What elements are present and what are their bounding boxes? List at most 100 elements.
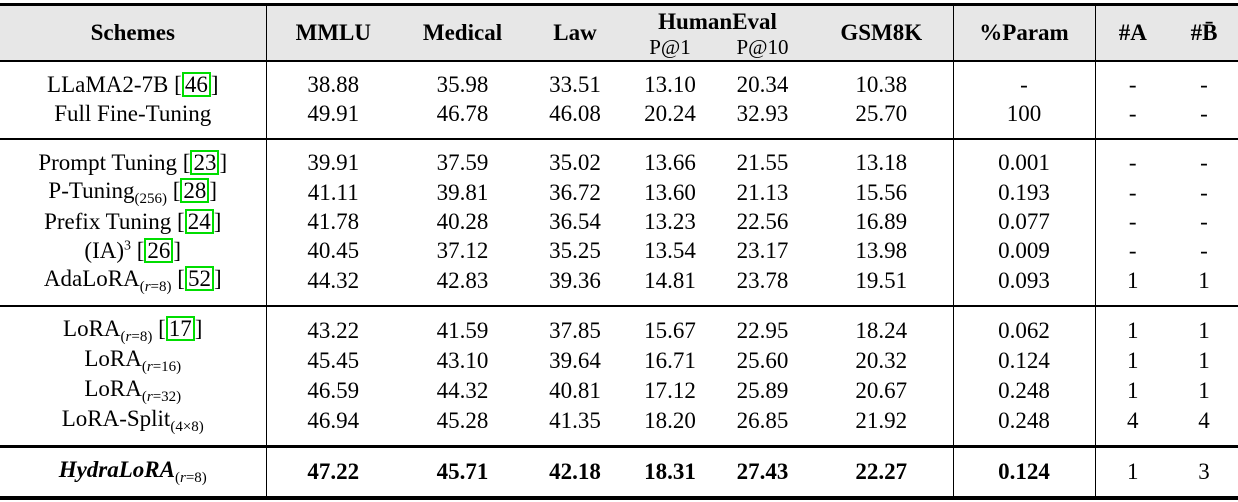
metric-cell: 39.36: [549, 267, 601, 293]
metric-cell: 20.67: [810, 375, 954, 406]
metric-cell: 0.124: [953, 446, 1096, 498]
metric-cell: 43.10: [436, 347, 489, 373]
metric-cell: 13.18: [810, 138, 954, 178]
metric-cell: 41.35: [549, 407, 601, 433]
metric-cell: -: [1200, 209, 1208, 234]
col-header-param: %Param: [953, 4, 1096, 61]
metric-cell: 19.51: [810, 265, 954, 306]
metric-cell: 100: [953, 99, 1096, 139]
metric-cell: 26.85: [736, 407, 789, 433]
scheme-name: Prefix Tuning: [44, 209, 172, 234]
citation-link[interactable]: 26: [144, 238, 174, 263]
table-row: HydraLoRA(r=8) 47.22 45.71 42.18 18.31 27.43 2…: [0, 446, 1238, 498]
metric-cell: 1: [1127, 377, 1139, 403]
scheme-name: (IA): [84, 238, 124, 263]
scheme-subscript: (r=32): [141, 388, 182, 405]
metric-cell: -: [1128, 209, 1137, 234]
results-table: Schemes MMLU Medical Law HumanEval GSM8K…: [0, 3, 1238, 500]
metric-cell: -: [1128, 101, 1137, 126]
header-row-sub: P@1 P@10: [0, 34, 1238, 61]
metric-cell: 13.98: [810, 236, 954, 266]
metric-cell: 0.193: [953, 177, 1096, 208]
scheme-cell: HydraLoRA(r=8): [0, 446, 267, 498]
metric-cell: 0.093: [953, 265, 1096, 306]
scheme-cell: Full Fine-Tuning: [0, 99, 267, 139]
metric-cell: 32.93: [736, 101, 789, 126]
metric-cell: 21.55: [736, 150, 789, 175]
scheme-cell: LoRA(r=8) [17]: [0, 305, 267, 346]
scheme-cell: LLaMA2-7B [46]: [0, 60, 267, 100]
metric-cell: 13.60: [644, 179, 696, 205]
metric-cell: 1: [1127, 458, 1139, 484]
metric-cell: 45.28: [436, 407, 489, 433]
metric-cell: 18.20: [644, 407, 696, 433]
metric-cell: 17.12: [644, 377, 696, 403]
table-group-base: LLaMA2-7B [46] 38.88 35.98 33.51 13.10 20.34 1…: [0, 60, 1238, 139]
table-group-hydralora: HydraLoRA(r=8) 47.22 45.71 42.18 18.31 27.43 2…: [0, 446, 1238, 498]
metric-cell: -: [1128, 238, 1137, 263]
scheme-subscript: (4×8): [170, 418, 204, 435]
metric-cell: 36.72: [549, 179, 601, 205]
metric-cell: -: [1200, 101, 1208, 126]
metric-cell: 37.59: [436, 150, 489, 175]
citation-link[interactable]: 52: [184, 265, 214, 291]
metric-cell: 45.71: [436, 458, 489, 484]
col-header-gsm8k: GSM8K: [810, 4, 954, 61]
metric-cell: 0.001: [953, 138, 1096, 178]
col-header-humaneval: HumanEval: [625, 4, 810, 35]
metric-cell: 42.18: [549, 458, 601, 484]
metric-cell: 1: [1198, 377, 1210, 403]
metric-cell: 25.60: [736, 347, 789, 373]
metric-cell: 23.17: [736, 238, 789, 263]
metric-cell: 4: [1127, 407, 1139, 433]
metric-cell: 0.124: [953, 345, 1096, 376]
metric-cell: 38.88: [307, 72, 360, 97]
col-header-medical: Medical: [400, 4, 525, 61]
metric-cell: -: [1200, 72, 1208, 97]
citation-link[interactable]: 23: [190, 150, 220, 175]
metric-cell: 37.85: [549, 317, 601, 343]
metric-cell: 15.56: [810, 177, 954, 208]
table-row: Prefix Tuning [24] 41.78 40.28 36.54 13.23 22…: [0, 207, 1238, 237]
metric-cell: 41.59: [436, 317, 489, 343]
scheme-name: LoRA: [84, 345, 142, 371]
metric-cell: 25.70: [810, 99, 954, 139]
scheme-name: LoRA: [84, 375, 142, 401]
metric-cell: 1: [1127, 317, 1139, 343]
metric-cell: -: [1200, 179, 1208, 205]
metric-cell: -: [1128, 179, 1137, 205]
citation-link[interactable]: 24: [184, 209, 214, 234]
citation-link[interactable]: 17: [165, 315, 195, 341]
metric-cell: 1: [1198, 347, 1210, 373]
table-group-peft: Prompt Tuning [23] 39.91 37.59 35.02 13.66 21…: [0, 138, 1238, 306]
metric-cell: 0.077: [953, 207, 1096, 237]
metric-cell: 20.32: [810, 345, 954, 376]
scheme-cell: P-Tuning(256) [28]: [0, 177, 267, 208]
metric-cell: 46.59: [307, 377, 360, 403]
table-row: LoRA(r=8) [17] 43.22 41.59 37.85 15.67 22.95 1…: [0, 305, 1238, 346]
scheme-name: AdaLoRA: [43, 265, 140, 291]
metric-cell: 20.24: [644, 101, 696, 126]
metric-cell: 41.11: [307, 179, 359, 205]
metric-cell: -: [1200, 150, 1208, 175]
col-header-law: Law: [525, 4, 625, 61]
metric-cell: 0.062: [953, 305, 1096, 346]
table-row: LoRA(r=16) 45.45 43.10 39.64 16.71 25.60 20.32…: [0, 345, 1238, 376]
metric-cell: 33.51: [549, 72, 601, 97]
metric-cell: 21.92: [810, 405, 954, 446]
metric-cell: 46.94: [307, 407, 360, 433]
citation-link[interactable]: 28: [180, 177, 210, 203]
metric-cell: 22.56: [736, 209, 789, 234]
citation-link[interactable]: 46: [181, 72, 211, 97]
metric-cell: 46.78: [436, 101, 489, 126]
metric-cell: 13.10: [644, 72, 696, 97]
metric-cell: 36.54: [549, 209, 601, 234]
col-header-num-a: #A: [1095, 4, 1170, 61]
metric-cell: 1: [1198, 317, 1210, 343]
metric-cell: 39.64: [549, 347, 601, 373]
scheme-name: Prompt Tuning: [38, 150, 178, 175]
metric-cell: 21.13: [736, 179, 789, 205]
scheme-subscript: (r=8): [120, 328, 153, 345]
table-group-lora: LoRA(r=8) [17] 43.22 41.59 37.85 15.67 22.95 1…: [0, 305, 1238, 446]
